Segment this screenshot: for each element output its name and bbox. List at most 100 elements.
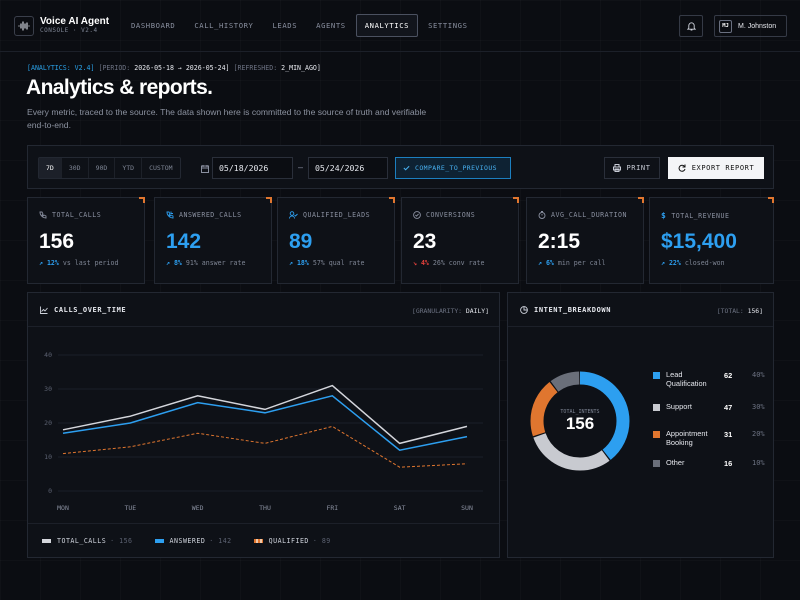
top-nav: Voice AI Agent CONSOLE · V2.4 DASHBOARD … (0, 0, 800, 52)
app-name: Voice AI Agent (40, 16, 110, 27)
refresh-icon (678, 164, 686, 172)
range-30d[interactable]: 30D (62, 158, 89, 178)
series-line-total-calls[interactable] (62, 384, 468, 445)
kpi-value: 2:15 (538, 230, 581, 253)
print-label: PRINT (626, 164, 651, 172)
kpi-value: 156 (39, 230, 75, 253)
donut-slice[interactable] (530, 371, 630, 471)
series-line-answered[interactable] (62, 394, 468, 452)
donut-center-value: 156 (566, 414, 594, 433)
version-tag: [ANALYTICS: V2.4] (27, 64, 95, 72)
user-check-icon (289, 211, 298, 219)
legend-answered[interactable]: ANSWERED · 142 (154, 537, 232, 545)
range-90d[interactable]: 90D (89, 158, 116, 178)
user-name: M. Johnston (738, 22, 777, 30)
intent-item[interactable]: Other 16 10% (653, 455, 769, 479)
print-button[interactable]: PRINT (604, 157, 660, 179)
range-7d[interactable]: 7D (39, 158, 62, 178)
date-from-input[interactable]: 05/18/2026 (212, 157, 293, 179)
kpi-note: min per call (557, 259, 606, 267)
nav-analytics[interactable]: ANALYTICS (355, 14, 419, 37)
intent-item[interactable]: Appointment Booking 31 20% (653, 426, 769, 450)
nav-dashboard[interactable]: DASHBOARD (131, 21, 176, 30)
x-tick-label: WED (192, 504, 204, 512)
calendar-icon (201, 165, 209, 173)
intent-name: Other (666, 458, 685, 467)
kpi-delta: 18% (296, 259, 309, 267)
intent-count: 62 (724, 371, 733, 380)
range-ytd[interactable]: YTD (115, 158, 143, 178)
main-nav: DASHBOARD CALL_HISTORY LEADS AGENTS ANAL… (122, 14, 478, 37)
kpi-answered-calls[interactable]: ANSWERED_CALLS 142 ↗ 8% 91% answer rate (154, 197, 272, 284)
kpi-note: vs last period (62, 259, 119, 267)
intent-name: Support (666, 402, 692, 411)
kpi-label: AVG_CALL_DURATION (551, 211, 627, 219)
x-tick-label: MON (57, 504, 69, 512)
notifications-button[interactable] (679, 15, 703, 37)
app-subtitle: CONSOLE · V2.4 (40, 27, 98, 34)
intent-total: [TOTAL: 156] (716, 307, 763, 315)
phone-incoming-icon (166, 211, 174, 219)
x-tick-label: THU (259, 504, 271, 512)
nav-call-history[interactable]: CALL_HISTORY (194, 21, 254, 30)
pie-chart-icon (520, 306, 528, 314)
line-chart-icon (40, 306, 48, 314)
bell-icon (686, 22, 696, 31)
export-report-button[interactable]: EXPORT REPORT (668, 157, 764, 179)
kpi-delta: 4% (420, 259, 429, 267)
refreshed-label: [REFRESHED: (233, 64, 278, 72)
kpi-total-calls[interactable]: TOTAL_CALLS 156 ↗ 12% vs last period (27, 197, 145, 284)
intent-donut-chart: TOTAL_INTENTS 156 (530, 371, 630, 471)
intent-count: 16 (724, 459, 733, 468)
timer-icon (538, 211, 546, 219)
y-tick-label: 20 (44, 419, 52, 427)
check-icon (403, 165, 410, 171)
refreshed-value: 2_MIN_AGO] (281, 64, 321, 72)
kpi-note: 26% conv rate (432, 259, 485, 267)
date-separator: – (298, 162, 304, 172)
page-title: Analytics & reports. (26, 76, 213, 99)
granularity-selector[interactable]: [GRANULARITY: DAILY] (412, 307, 489, 315)
user-menu[interactable]: MJ M. Johnston (714, 15, 787, 37)
legend-qualified[interactable]: QUALIFIED · 89 (253, 537, 331, 545)
kpi-note: closed-won (684, 259, 725, 267)
kpi-value: 142 (166, 230, 202, 253)
x-tick-label: SAT (394, 504, 406, 512)
page-subtitle: Every metric, traced to the source. The … (27, 107, 427, 130)
kpi-avg-call-duration[interactable]: AVG_CALL_DURATION 2:15 ↗ 6% min per call (526, 197, 644, 284)
nav-agents[interactable]: AGENTS (316, 21, 346, 30)
chart-legend: TOTAL_CALLS · 156 ANSWERED · 142 QUALIFIED… (28, 523, 499, 557)
kpi-delta: 12% (46, 259, 59, 267)
kpi-label: CONVERSIONS (426, 211, 476, 219)
kpi-conversions[interactable]: CONVERSIONS 23 ↘ 4% 26% conv rate (401, 197, 519, 284)
donut-center-label: TOTAL_INTENTS (560, 409, 599, 415)
legend-total-calls[interactable]: TOTAL_CALLS · 156 (42, 537, 133, 545)
intent-count: 47 (724, 403, 733, 412)
calls-over-time-panel: CALLS_OVER_TIME [GRANULARITY: DAILY] 0 10… (27, 292, 500, 558)
intent-item[interactable]: Support 47 30% (653, 399, 769, 423)
intent-percent: 30% (752, 403, 765, 411)
waveform-logo-icon (14, 15, 34, 36)
printer-icon (613, 164, 622, 172)
kpi-value: 23 (413, 230, 437, 253)
kpi-total-revenue[interactable]: $ TOTAL_REVENUE $15,400 ↗ 22% closed-won (649, 197, 774, 284)
nav-settings[interactable]: SETTINGS (428, 21, 468, 30)
brand[interactable]: Voice AI Agent CONSOLE · V2.4 (14, 15, 116, 36)
header-meta: [ANALYTICS: V2.4] [PERIOD: 2026-05-18 → … (27, 64, 321, 72)
date-to-input[interactable]: 05/24/2026 (308, 157, 388, 179)
kpi-qualified-leads[interactable]: QUALIFIED_LEADS 89 ↗ 18% 57% qual rate (277, 197, 395, 284)
range-custom[interactable]: CUSTOM (149, 164, 173, 172)
donut-slice[interactable] (530, 371, 630, 471)
y-tick-label: 10 (44, 453, 52, 461)
compare-toggle[interactable]: COMPARE_TO_PREVIOUS (395, 157, 511, 179)
intent-name: Appointment Booking (666, 429, 708, 447)
nav-leads[interactable]: LEADS (272, 21, 298, 30)
period-value: 2026-05-18 → 2026-05-24] (134, 64, 230, 72)
series-line-qualified[interactable] (62, 425, 468, 468)
kpi-value: 89 (289, 230, 313, 253)
y-tick-label: 0 (48, 487, 52, 495)
donut-slice[interactable] (530, 371, 630, 471)
x-tick-label: FRI (326, 504, 338, 512)
x-tick-label: TUE (124, 504, 136, 512)
intent-item[interactable]: Lead Qualification 62 40% (653, 367, 769, 391)
